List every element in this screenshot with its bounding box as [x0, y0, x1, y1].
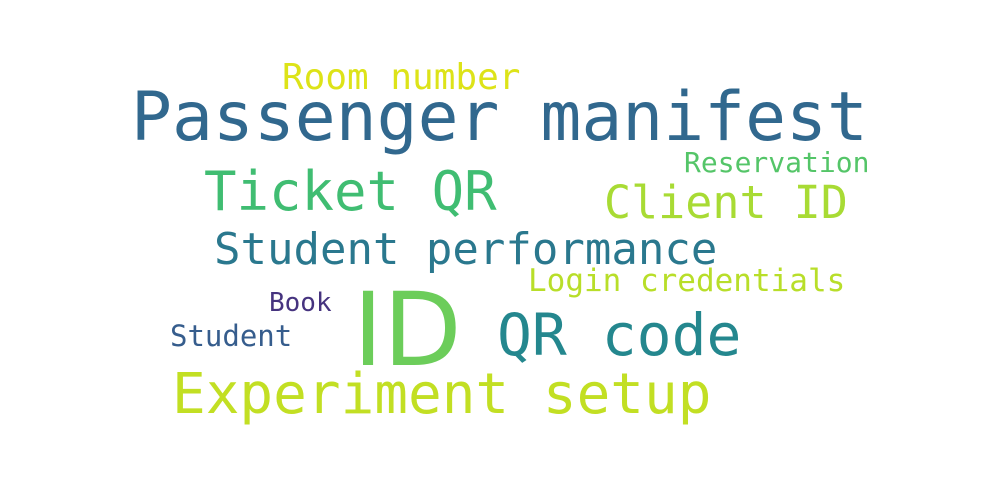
word-room-number: Room number	[282, 57, 521, 98]
word-qr-code: QR code	[497, 301, 742, 369]
word-book: Book	[269, 288, 332, 318]
word-client-id: Client ID	[604, 176, 848, 229]
word-id: ID	[353, 271, 462, 390]
word-passenger-manifest: Passenger manifest	[131, 78, 868, 157]
word-reservation: Reservation	[684, 146, 870, 179]
word-ticket-qr: Ticket QR	[204, 160, 497, 223]
word-experiment-setup: Experiment setup	[172, 362, 712, 427]
word-login-credentials: Login credentials	[528, 263, 846, 299]
word-student-performance: Student performance	[214, 224, 718, 275]
word-student: Student	[170, 319, 293, 353]
